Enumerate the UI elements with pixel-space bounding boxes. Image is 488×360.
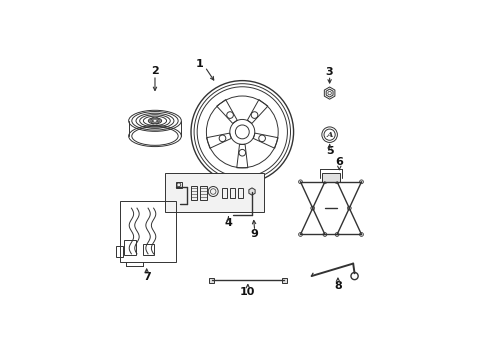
Text: 2: 2 — [151, 67, 159, 76]
Bar — [230, 188, 235, 198]
Text: 5: 5 — [325, 146, 333, 156]
Text: A: A — [325, 131, 332, 139]
Text: 1: 1 — [195, 59, 203, 69]
Circle shape — [155, 117, 158, 120]
Polygon shape — [324, 87, 334, 99]
Circle shape — [298, 233, 302, 237]
Bar — [208, 278, 214, 283]
Bar — [222, 188, 226, 198]
Text: 3: 3 — [325, 67, 333, 77]
Bar — [124, 240, 135, 255]
Circle shape — [151, 117, 154, 120]
Text: 7: 7 — [142, 273, 150, 283]
Circle shape — [157, 120, 160, 122]
Circle shape — [151, 121, 154, 124]
Bar — [238, 188, 243, 198]
Bar — [281, 278, 286, 283]
Bar — [175, 182, 182, 188]
Circle shape — [359, 233, 363, 237]
Bar — [142, 244, 153, 255]
Text: 10: 10 — [240, 287, 255, 297]
Text: 8: 8 — [333, 281, 341, 291]
Circle shape — [346, 206, 350, 210]
Circle shape — [322, 233, 326, 237]
Bar — [120, 201, 175, 262]
Text: 4: 4 — [224, 218, 232, 228]
Circle shape — [149, 120, 152, 122]
Circle shape — [310, 206, 314, 210]
Circle shape — [298, 180, 302, 184]
Bar — [190, 186, 197, 199]
Circle shape — [334, 180, 338, 184]
Text: 6: 6 — [335, 157, 343, 167]
Bar — [200, 186, 206, 199]
Bar — [164, 174, 264, 212]
Text: 9: 9 — [250, 229, 258, 239]
Polygon shape — [248, 188, 255, 195]
Circle shape — [359, 180, 363, 184]
Circle shape — [322, 180, 326, 184]
Bar — [116, 246, 123, 257]
Circle shape — [334, 233, 338, 237]
Circle shape — [155, 121, 158, 124]
Bar — [321, 174, 340, 182]
